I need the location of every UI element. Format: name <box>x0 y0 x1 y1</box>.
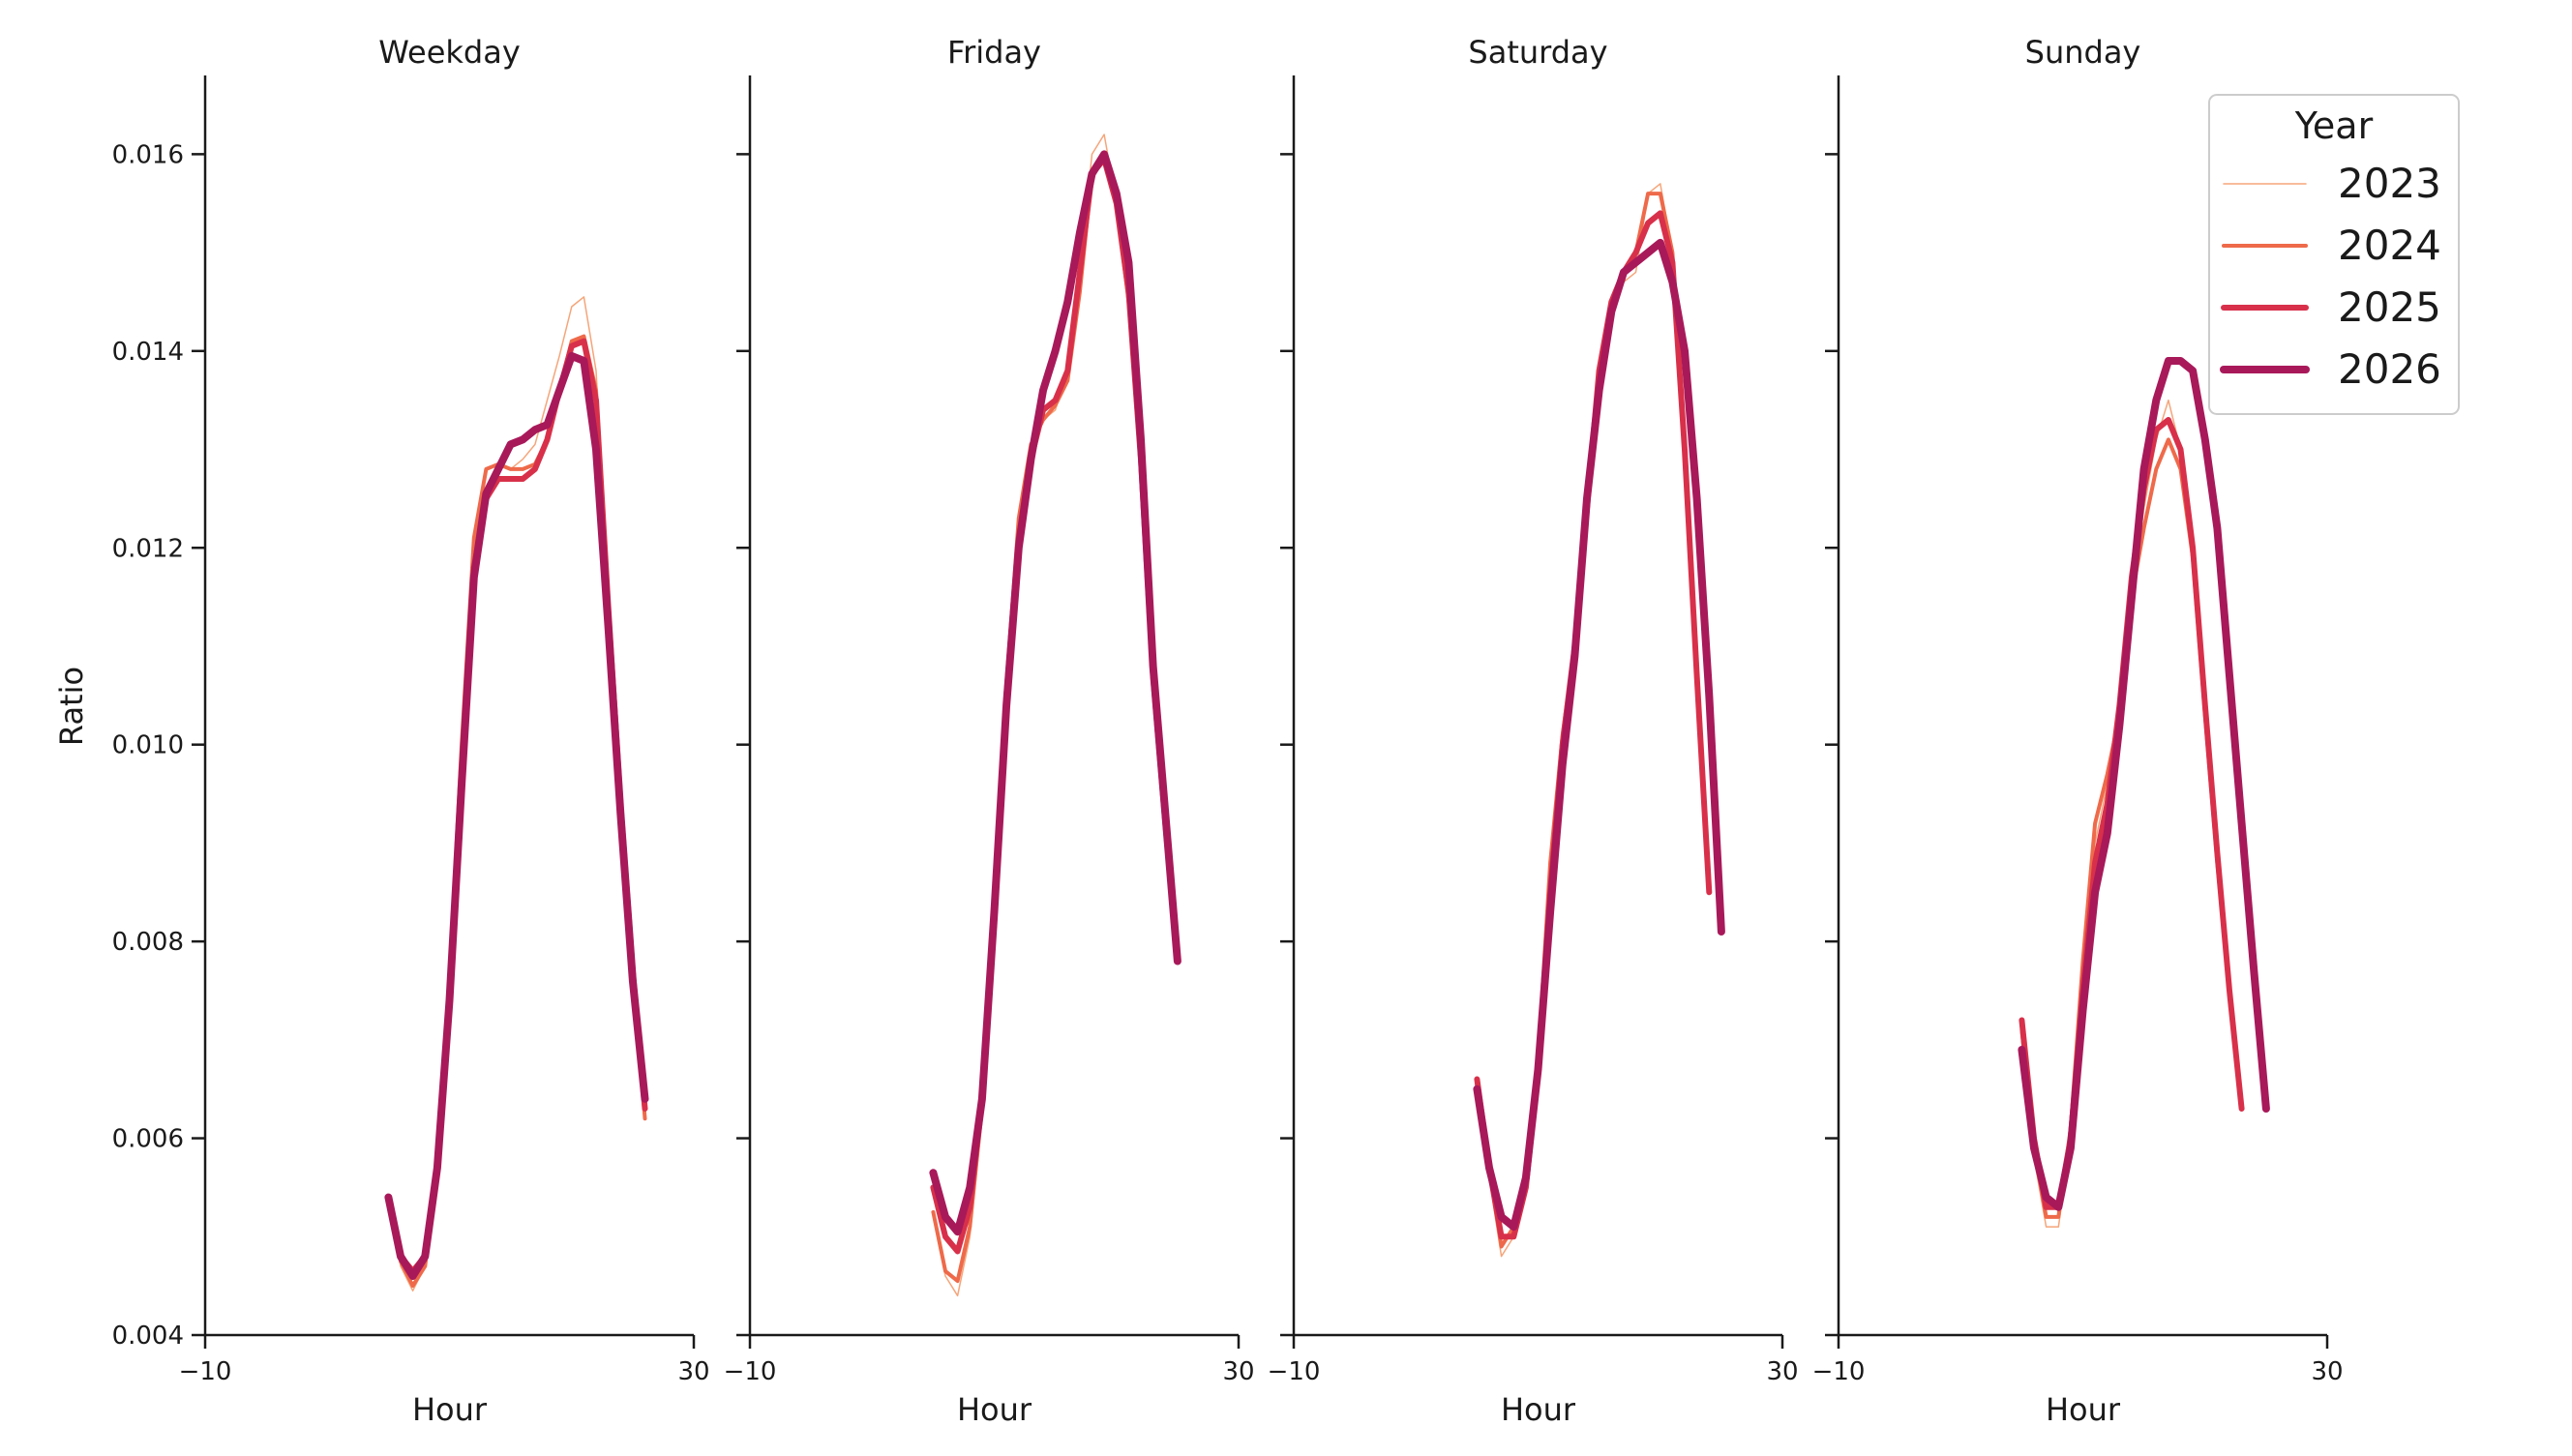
series-line-friday-2024 <box>931 152 1180 1284</box>
legend-label: 2023 <box>2338 160 2441 207</box>
y-tick-label: 0.004 <box>112 1322 184 1351</box>
x-tick-label: 30 <box>677 1357 709 1386</box>
panel-title: Weekday <box>378 34 521 71</box>
x-tick-label: 30 <box>2311 1357 2343 1386</box>
legend-label: 2024 <box>2338 222 2441 269</box>
legend-label: 2026 <box>2338 345 2441 393</box>
legend-title: Year <box>2294 104 2374 147</box>
x-axis-label: Hour <box>412 1391 488 1428</box>
panel-title: Saturday <box>1468 34 1607 71</box>
series-line-sunday-2025 <box>2019 417 2245 1210</box>
x-tick-label: −10 <box>1812 1357 1866 1386</box>
series-line-friday-2026 <box>929 150 1181 1236</box>
x-tick-label: 30 <box>1222 1357 1254 1386</box>
series-line-friday-2023 <box>932 134 1179 1297</box>
x-tick-label: 30 <box>1766 1357 1798 1386</box>
y-tick-label: 0.016 <box>112 140 184 169</box>
x-tick-label: −10 <box>179 1357 232 1386</box>
y-tick-label: 0.014 <box>112 338 184 367</box>
series-line-sunday-2023 <box>2020 399 2243 1228</box>
series-line-saturday-2024 <box>1475 192 1712 1249</box>
legend-label: 2025 <box>2338 283 2441 331</box>
series-line-saturday-2026 <box>1473 238 1725 1232</box>
y-tick-label: 0.010 <box>112 731 184 760</box>
series-line-weekday-2025 <box>385 338 648 1274</box>
y-tick-label: 0.006 <box>112 1125 184 1154</box>
x-axis-label: Hour <box>957 1391 1032 1428</box>
panel-title: Sunday <box>2025 34 2141 71</box>
series-line-friday-2025 <box>930 156 1181 1255</box>
x-axis-label: Hour <box>1501 1391 1576 1428</box>
x-tick-label: −10 <box>724 1357 777 1386</box>
series-line-saturday-2025 <box>1474 210 1713 1240</box>
y-tick-label: 0.012 <box>112 534 184 563</box>
series-line-sunday-2026 <box>2018 357 2270 1211</box>
series-line-weekday-2026 <box>384 351 649 1280</box>
legend-box <box>2208 94 2460 415</box>
y-axis-label: Ratio <box>53 667 90 746</box>
series-line-saturday-2023 <box>1476 183 1711 1258</box>
x-tick-label: −10 <box>1268 1357 1321 1386</box>
y-tick-label: 0.008 <box>112 928 184 957</box>
panel-title: Friday <box>947 34 1041 71</box>
x-axis-label: Hour <box>2046 1391 2121 1428</box>
